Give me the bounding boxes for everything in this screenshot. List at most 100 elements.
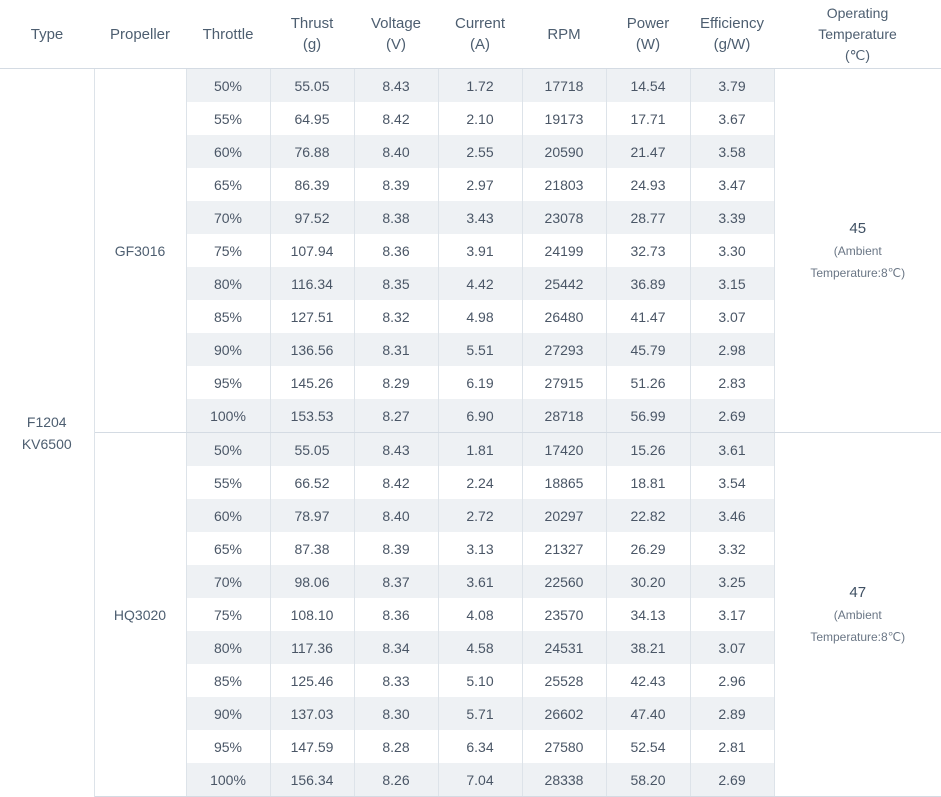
data-cell: 145.26 xyxy=(270,366,354,399)
data-cell: 28718 xyxy=(522,399,606,433)
data-cell: 85% xyxy=(186,664,270,697)
propeller-cell: HQ3020 xyxy=(94,433,186,797)
data-cell: 78.97 xyxy=(270,499,354,532)
data-cell: 65% xyxy=(186,532,270,565)
data-cell: 27580 xyxy=(522,730,606,763)
data-cell: 1.72 xyxy=(438,69,522,103)
data-cell: 55% xyxy=(186,466,270,499)
data-cell: 8.34 xyxy=(354,631,438,664)
temperature-note: Temperature:8℃) xyxy=(775,626,941,648)
data-cell: 55.05 xyxy=(270,69,354,103)
data-cell: 2.69 xyxy=(690,763,774,797)
data-cell: 5.10 xyxy=(438,664,522,697)
data-cell: 3.30 xyxy=(690,234,774,267)
data-cell: 2.72 xyxy=(438,499,522,532)
data-cell: 4.08 xyxy=(438,598,522,631)
data-cell: 56.99 xyxy=(606,399,690,433)
data-cell: 117.36 xyxy=(270,631,354,664)
data-cell: 8.37 xyxy=(354,565,438,598)
header-power-line: Power xyxy=(627,15,670,32)
data-cell: 24199 xyxy=(522,234,606,267)
data-cell: 3.25 xyxy=(690,565,774,598)
header-propeller-line: Propeller xyxy=(110,26,170,43)
data-cell: 24.93 xyxy=(606,168,690,201)
data-cell: 26602 xyxy=(522,697,606,730)
type-line: KV6500 xyxy=(22,436,72,452)
data-cell: 147.59 xyxy=(270,730,354,763)
data-cell: 51.26 xyxy=(606,366,690,399)
data-cell: 8.35 xyxy=(354,267,438,300)
data-cell: 5.71 xyxy=(438,697,522,730)
data-cell: 4.42 xyxy=(438,267,522,300)
data-cell: 28338 xyxy=(522,763,606,797)
data-cell: 36.89 xyxy=(606,267,690,300)
data-cell: 2.83 xyxy=(690,366,774,399)
data-cell: 136.56 xyxy=(270,333,354,366)
header-rpm-line: RPM xyxy=(547,26,580,43)
data-cell: 19173 xyxy=(522,102,606,135)
data-cell: 26480 xyxy=(522,300,606,333)
data-cell: 125.46 xyxy=(270,664,354,697)
temperature-note: (Ambient xyxy=(775,240,941,262)
data-cell: 100% xyxy=(186,399,270,433)
data-cell: 60% xyxy=(186,499,270,532)
header-operating-temperature-line: Operating xyxy=(827,5,888,21)
data-cell: 3.91 xyxy=(438,234,522,267)
header-operating-temperature-line: (℃) xyxy=(845,47,870,63)
data-cell: 8.40 xyxy=(354,499,438,532)
data-cell: 18.81 xyxy=(606,466,690,499)
data-cell: 34.13 xyxy=(606,598,690,631)
data-cell: 3.32 xyxy=(690,532,774,565)
data-cell: 8.36 xyxy=(354,234,438,267)
data-cell: 41.47 xyxy=(606,300,690,333)
data-cell: 8.42 xyxy=(354,466,438,499)
header-propeller: Propeller xyxy=(94,0,186,69)
data-cell: 80% xyxy=(186,631,270,664)
data-cell: 2.89 xyxy=(690,697,774,730)
data-cell: 6.34 xyxy=(438,730,522,763)
data-cell: 2.10 xyxy=(438,102,522,135)
data-cell: 27293 xyxy=(522,333,606,366)
data-cell: 1.81 xyxy=(438,433,522,467)
data-cell: 3.54 xyxy=(690,466,774,499)
data-cell: 3.46 xyxy=(690,499,774,532)
header-thrust-line: Thrust xyxy=(291,15,334,32)
data-cell: 24531 xyxy=(522,631,606,664)
data-cell: 20297 xyxy=(522,499,606,532)
data-cell: 38.21 xyxy=(606,631,690,664)
data-cell: 2.96 xyxy=(690,664,774,697)
data-cell: 65% xyxy=(186,168,270,201)
header-voltage: Voltage(V) xyxy=(354,0,438,69)
data-cell: 55.05 xyxy=(270,433,354,467)
data-cell: 8.26 xyxy=(354,763,438,797)
header-type: Type xyxy=(0,0,94,69)
data-cell: 70% xyxy=(186,565,270,598)
data-cell: 6.19 xyxy=(438,366,522,399)
data-cell: 22560 xyxy=(522,565,606,598)
data-cell: 2.55 xyxy=(438,135,522,168)
data-cell: 52.54 xyxy=(606,730,690,763)
data-cell: 6.90 xyxy=(438,399,522,433)
data-cell: 3.43 xyxy=(438,201,522,234)
data-cell: 86.39 xyxy=(270,168,354,201)
data-cell: 137.03 xyxy=(270,697,354,730)
data-cell: 108.10 xyxy=(270,598,354,631)
header-power: Power(W) xyxy=(606,0,690,69)
data-cell: 3.61 xyxy=(438,565,522,598)
data-cell: 21.47 xyxy=(606,135,690,168)
temperature-note: (Ambient xyxy=(775,604,941,626)
data-cell: 3.39 xyxy=(690,201,774,234)
data-cell: 8.29 xyxy=(354,366,438,399)
header-current: Current(A) xyxy=(438,0,522,69)
data-cell: 5.51 xyxy=(438,333,522,366)
data-cell: 3.61 xyxy=(690,433,774,467)
data-cell: 25442 xyxy=(522,267,606,300)
data-cell: 4.98 xyxy=(438,300,522,333)
